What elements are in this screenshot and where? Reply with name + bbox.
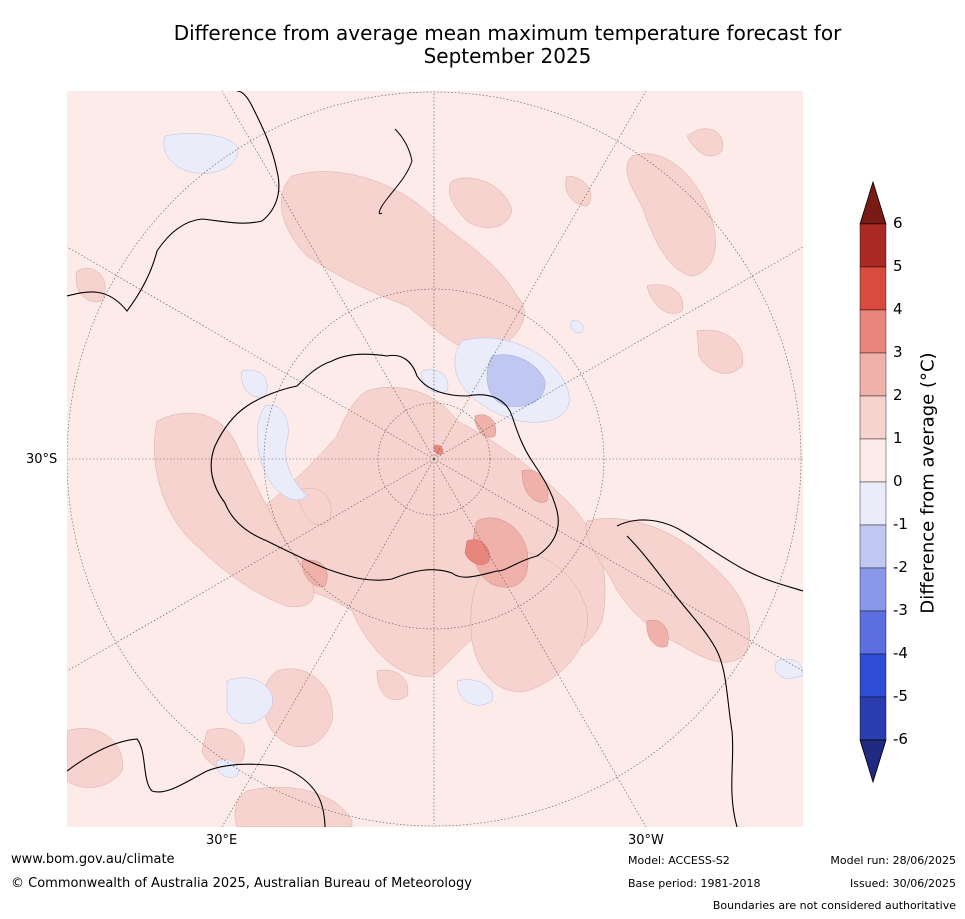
africa-coastline xyxy=(67,738,326,827)
title-line-1: Difference from average mean maximum tem… xyxy=(173,21,842,45)
footer-website: www.bom.gov.au/climate xyxy=(11,852,175,867)
colorbar-extend-top xyxy=(859,180,887,225)
colorbar-tick-label: -1 xyxy=(893,515,908,533)
colorbar-tick-label: -3 xyxy=(893,601,908,619)
colorbar-tick-label: 6 xyxy=(893,214,903,232)
australia-coastline xyxy=(67,91,280,312)
lon-label-30w: 30°W xyxy=(628,833,664,848)
colorbar-tick-label: -5 xyxy=(893,687,908,705)
footer-copyright: © Commonwealth of Australia 2025, Austra… xyxy=(11,876,472,891)
colorbar-band xyxy=(859,524,887,569)
colorbar-band xyxy=(859,610,887,655)
footer-model: Model: ACCESS-S2 xyxy=(628,854,730,867)
lat-label-30s: 30°S xyxy=(26,452,58,467)
colorbar-tick-label: -4 xyxy=(893,644,908,662)
title-line-2: September 2025 xyxy=(423,44,592,68)
colorbar xyxy=(859,180,887,784)
polar-map xyxy=(67,91,803,827)
footer-issued: Issued: 30/06/2025 xyxy=(849,877,956,890)
colorbar-tick-label: 0 xyxy=(893,472,903,490)
colorbar-band xyxy=(859,395,887,440)
colorbar-band xyxy=(859,309,887,354)
colorbar-tick-label: -6 xyxy=(893,730,908,748)
map-title: Difference from average mean maximum tem… xyxy=(60,22,955,68)
colorbar-tick-label: 4 xyxy=(893,300,903,318)
colorbar-tick-label: 2 xyxy=(893,386,903,404)
colorbar-band xyxy=(859,696,887,741)
footer-disclaimer: Boundaries are not considered authoritat… xyxy=(712,899,956,912)
warm-anomaly-3-4 xyxy=(433,445,490,565)
colorbar-band xyxy=(859,481,887,526)
colorbar-tick-label: 5 xyxy=(893,257,903,275)
colorbar-title: Difference from average (°C) xyxy=(917,352,939,614)
lon-label-30e: 30°E xyxy=(206,833,238,848)
meridian-lines xyxy=(67,91,803,827)
colorbar-band xyxy=(859,266,887,311)
antarctica-coastline xyxy=(210,353,559,581)
cool-anomaly-1-2 xyxy=(486,354,546,407)
south-america-coastline xyxy=(616,519,803,827)
colorbar-band xyxy=(859,438,887,483)
colorbar-band xyxy=(859,223,887,268)
colorbar-band xyxy=(859,653,887,698)
colorbar-tick-label: 3 xyxy=(893,343,903,361)
new-zealand-coastline xyxy=(378,128,413,215)
colorbar-tick-label: 1 xyxy=(893,429,903,447)
footer-base-period: Base period: 1981-2018 xyxy=(628,877,761,890)
colorbar-band xyxy=(859,352,887,397)
footer-model-run: Model run: 28/06/2025 xyxy=(830,854,956,867)
colorbar-extend-bottom xyxy=(859,739,887,784)
colorbar-tick-label: -2 xyxy=(893,558,908,576)
colorbar-band xyxy=(859,567,887,612)
